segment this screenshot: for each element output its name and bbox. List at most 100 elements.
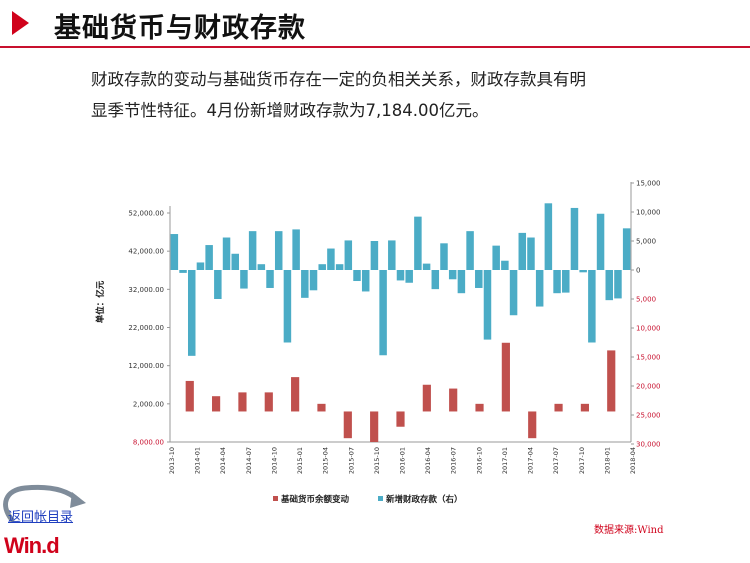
legend-label-fiscal-deposit: 新增财政存款（右） [386,494,463,505]
fiscal-deposit-bar [292,229,300,270]
fiscal-deposit-bar [422,263,431,270]
data-source-label: 数据来源:Wind [594,525,664,536]
fiscal-deposit-bar [266,270,274,288]
x-tick-label: 2016-04 [424,447,432,474]
fiscal-deposit-bar [327,248,335,270]
fiscal-deposit-bar [501,260,509,270]
left-axis-tick-label: 42,000.00 [128,248,164,256]
x-tick-label: 2015-04 [322,447,330,474]
return-arrow-icon [3,484,81,523]
x-tick-label: 2016-01 [399,447,407,474]
base-money-bar [580,403,589,412]
fiscal-deposit-bar [248,231,257,270]
x-tick-label: 2016-07 [450,447,458,474]
fiscal-deposit-bar [544,203,553,270]
fiscal-deposit-bar [579,270,587,273]
fiscal-deposit-bar [414,216,422,270]
return-arrowhead-icon [70,492,86,508]
fiscal-deposit-bar [187,270,196,356]
fiscal-deposit-bar [388,240,396,270]
x-tick-label: 2017-07 [552,447,560,474]
right-axis-tick-label: 30,000 [636,441,661,449]
fiscal-deposit-bar [457,270,466,294]
x-tick-label: 2014-04 [219,447,227,474]
description-line-2: 显季节性特征。4月份新增财政存款为7,184.00亿元。 [91,101,489,120]
base-money-bar [238,392,247,412]
fiscal-deposit-bar [353,270,361,282]
base-money-bar [554,403,563,412]
right-axis-tick-label: 15,000 [636,180,661,188]
fiscal-deposit-bar [570,207,579,270]
fiscal-deposit-bar [231,253,239,270]
fiscal-deposit-bar [301,270,309,298]
right-triangle-icon [12,11,29,35]
fiscal-deposit-bar [553,270,561,294]
legend-label-base-money: 基础货币余额变动 [280,494,350,505]
x-tick-label: 2014-01 [194,447,202,474]
fiscal-deposit-bar [379,270,387,356]
fiscal-deposit-bar [448,270,457,280]
x-tick-label: 2018-04 [629,447,637,474]
left-axis-tick-label: 52,000.00 [128,210,164,218]
fiscal-deposit-bar [370,241,379,270]
fiscal-deposit-bar [283,270,292,343]
right-axis-tick-label: 5,000 [636,238,656,246]
left-axis-tick-label: 12,000.00 [128,362,164,370]
x-tick-label: 2015-07 [347,447,355,474]
fiscal-deposit-bar [170,234,179,270]
left-axis-tick-label: 32,000.00 [128,286,164,294]
left-axis-tick-label: 8,000.00 [133,439,164,447]
back-to-contents-link[interactable]: 返回帐目录 [8,510,74,525]
base-money-bar [212,396,221,412]
fiscal-deposit-bar [535,270,544,307]
legend-swatch-base-money [273,496,278,501]
description-line-1: 财政存款的变动与基础货币存在一定的负相关关系，财政存款具有明 [91,70,586,89]
fiscal-deposit-bar [309,270,318,291]
base-money-bar [449,388,458,412]
fiscal-deposit-bar [518,232,527,270]
title-bar: 基础货币与财政存款 [0,0,750,48]
left-axis-tick-label: 22,000.00 [128,324,164,332]
right-axis-tick-label: 20,000 [636,383,661,391]
base-money-bar [422,384,431,412]
page-title: 基础货币与财政存款 [54,13,306,44]
base-money-bar [607,350,616,412]
x-tick-label: 2014-10 [270,447,278,474]
fiscal-deposit-bar [527,237,535,270]
fiscal-deposit-bar [179,270,187,273]
right-axis-tick-label: 5,000 [636,296,656,304]
base-money-bar [528,411,537,439]
base-money-bar [475,403,484,412]
fiscal-deposit-bar [396,270,405,281]
fiscal-deposit-bar [492,245,500,270]
x-tick-label: 2013-10 [168,447,176,474]
title-divider [0,46,750,48]
fiscal-deposit-bar [562,270,570,293]
fiscal-deposit-bar [344,240,353,270]
fiscal-deposit-bar [483,270,492,340]
wind-logo: Win.d [4,533,60,558]
description-text: 财政存款的变动与基础货币存在一定的负相关关系，财政存款具有明 显季节性特征。4月… [91,64,691,126]
base-money-bar [264,392,273,412]
x-tick-label: 2016-10 [475,447,483,474]
right-axis-tick-label: 10,000 [636,325,661,333]
fiscal-deposit-bar [214,270,222,299]
fiscal-deposit-bar [205,245,213,270]
fiscal-deposit-bar [335,264,344,270]
fiscal-deposit-bar [596,213,605,270]
right-axis-tick-label: 15,000 [636,354,661,362]
fiscal-deposit-bar [431,270,440,290]
fiscal-deposit-bar [614,270,622,299]
base-money-bar [501,342,510,412]
x-tick-label: 2015-10 [373,447,381,474]
fiscal-deposit-bar [318,264,326,270]
x-tick-label: 2018-01 [603,447,611,474]
base-money-bar [291,377,300,412]
base-money-bar [185,380,194,412]
right-axis-tick-label: 0 [636,267,640,275]
fiscal-deposit-bar [196,262,205,270]
fiscal-deposit-bar [222,237,231,270]
legend-swatch-fiscal-deposit [378,496,383,501]
fiscal-deposit-bar [440,243,448,270]
